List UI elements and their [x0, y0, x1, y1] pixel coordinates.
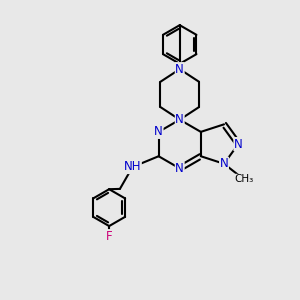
Text: N: N — [175, 113, 184, 126]
Text: N: N — [175, 63, 184, 76]
Text: F: F — [106, 230, 112, 243]
Text: N: N — [154, 125, 163, 138]
Text: N: N — [234, 138, 243, 151]
Text: N: N — [220, 157, 228, 170]
Text: N: N — [175, 162, 184, 175]
Text: NH: NH — [124, 160, 141, 173]
Text: CH₃: CH₃ — [234, 174, 254, 184]
